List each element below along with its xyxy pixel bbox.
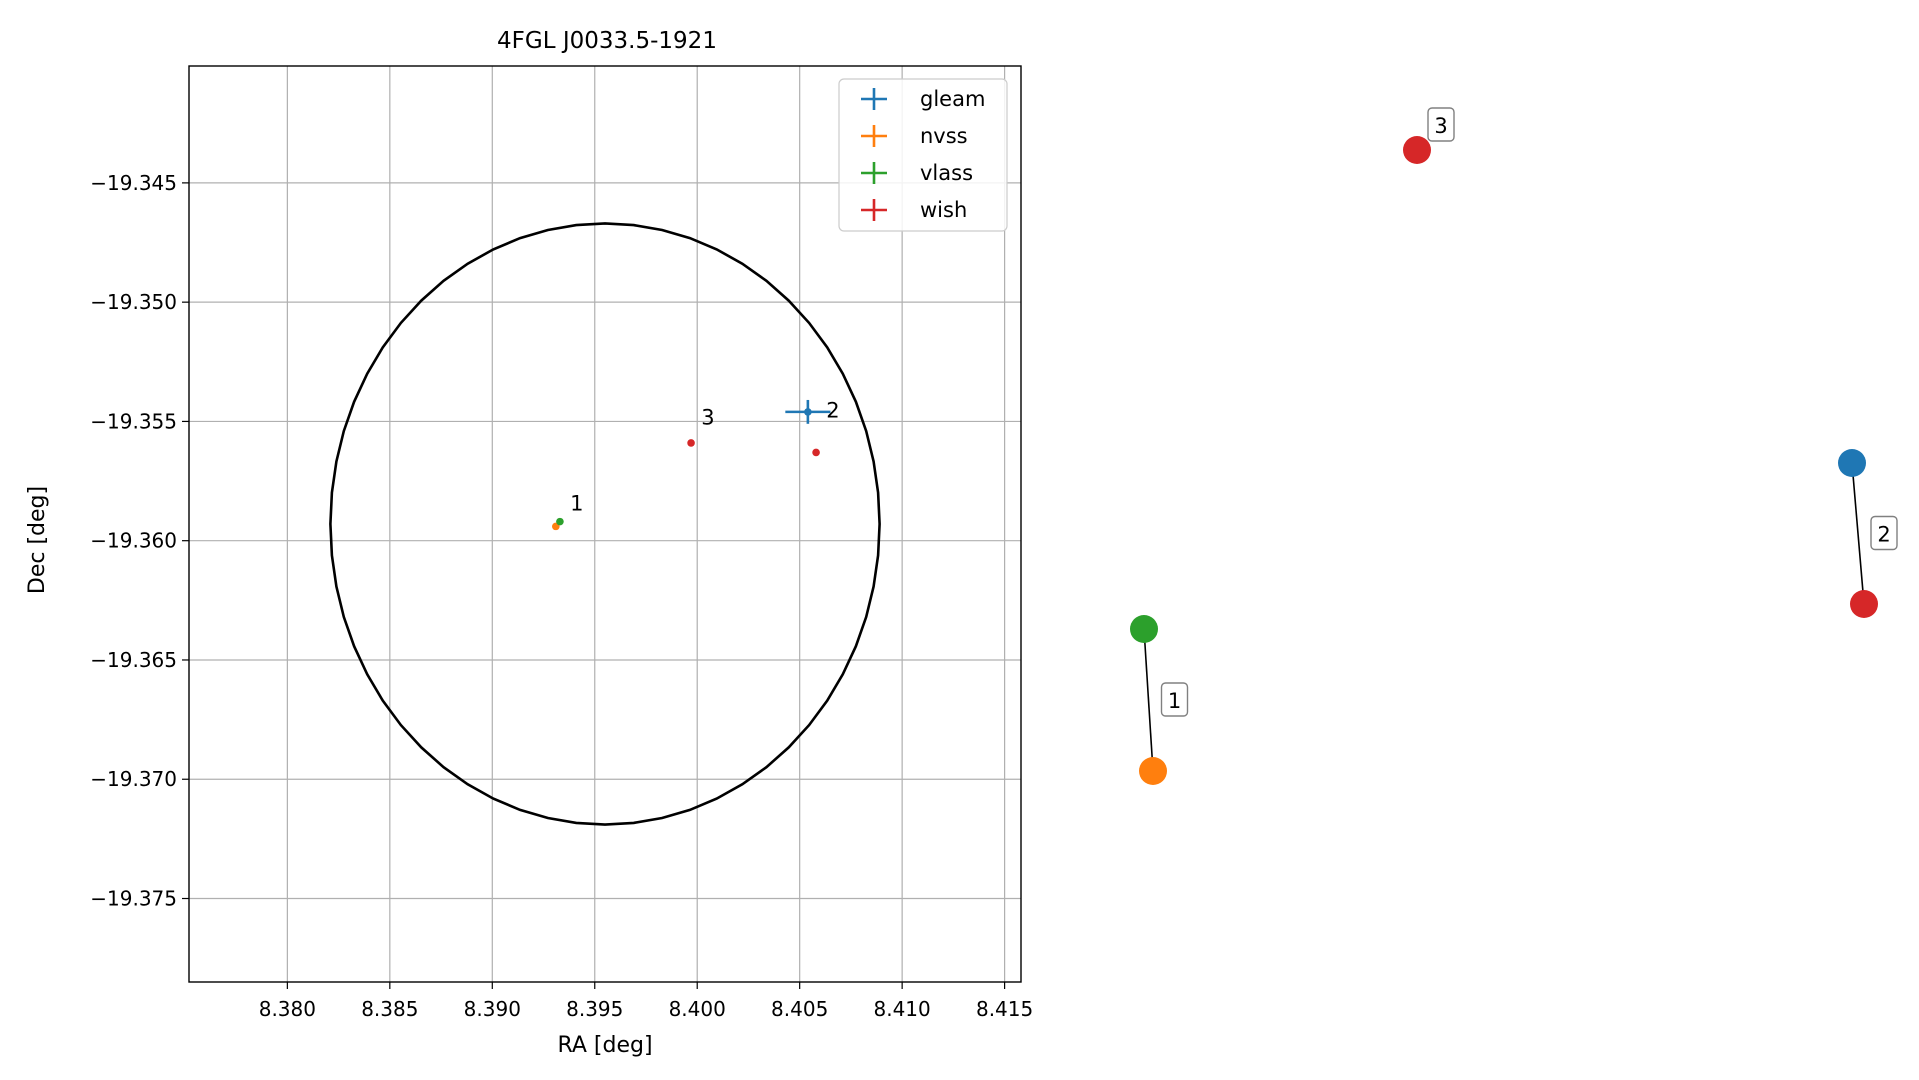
legend-label: gleam [920, 87, 985, 111]
x-tick-label: 8.380 [259, 997, 316, 1021]
y-tick-label: −19.365 [90, 648, 177, 672]
x-tick-label: 8.400 [669, 997, 726, 1021]
axes-frame [188, 65, 1022, 983]
edge-label: 2 [1870, 515, 1898, 551]
chart-title: 4FGL J0033.5-1921 [497, 28, 717, 54]
y-tick-label: −19.360 [90, 529, 177, 553]
x-tick-label: 8.415 [976, 997, 1033, 1021]
point-annotation: 1 [570, 491, 583, 515]
edge-label-box [1427, 107, 1455, 142]
network-node-gleam [1838, 449, 1866, 477]
network-graph: 1 2 3 [1130, 107, 1898, 785]
x-axis-label: RA [deg] [557, 1033, 652, 1058]
legend: gleam nvss vlass wish [838, 78, 1008, 232]
data-points [552, 399, 831, 531]
edge-label-box [1870, 515, 1898, 551]
data-point-vlass [556, 517, 564, 526]
y-axis-label: Dec [deg] [25, 486, 50, 594]
network-labels: 1 2 3 [1160, 107, 1898, 717]
x-tick-label: 8.390 [464, 997, 521, 1021]
network-edges [1143, 462, 1865, 772]
x-tick-label: 8.395 [566, 997, 623, 1021]
network-node-wish-3 [1403, 136, 1431, 164]
y-tick-label: −19.355 [90, 409, 177, 433]
y-axis-ticks: −19.345 −19.350 −19.355 −19.360 −19.365 −19.3… [90, 171, 189, 911]
error-ellipse-outline [329, 222, 881, 826]
x-axis-ticks: 8.380 8.385 8.390 8.395 8.400 8.405 8.410 8.415 [259, 982, 1033, 1021]
legend-label: wish [920, 198, 967, 222]
point-annotation: 3 [701, 406, 714, 430]
legend-label: vlass [920, 161, 973, 185]
legend-label: nvss [920, 124, 968, 148]
y-tick-label: −19.350 [90, 290, 177, 314]
point-annotation: 2 [826, 398, 839, 422]
grid [189, 66, 1021, 982]
edge-label-text: 2 [1877, 523, 1890, 547]
annotations: 1 2 3 [570, 398, 840, 515]
scatter-plot: 4FGL J0033.5-1921 123 8.380 8.385 8.390 8.3… [25, 28, 1033, 1058]
x-tick-label: 8.385 [361, 997, 418, 1021]
y-tick-label: −19.345 [90, 171, 177, 195]
y-tick-label: −19.375 [90, 887, 177, 911]
edge-label-text: 3 [1434, 114, 1447, 138]
network-edge [1851, 462, 1865, 605]
network-nodes [1130, 136, 1878, 785]
network-node-wish-2 [1850, 590, 1878, 618]
legend-items: gleam nvss vlass wish [861, 87, 985, 222]
edge-label: 3 [1427, 107, 1455, 142]
data-point-wish [687, 439, 695, 447]
data-point-wish [812, 448, 820, 457]
network-edge [1143, 628, 1154, 772]
edge-label: 1 [1160, 682, 1189, 717]
x-tick-label: 8.410 [874, 997, 931, 1021]
data-point-gleam [804, 408, 812, 416]
y-tick-label: −19.370 [90, 767, 177, 791]
error-ellipse [329, 222, 881, 826]
x-tick-label: 8.405 [771, 997, 828, 1021]
legend-box [838, 78, 1008, 232]
edge-label-text: 1 [1168, 689, 1181, 713]
network-node-vlass [1130, 615, 1158, 643]
edge-label-box [1160, 682, 1189, 717]
network-node-nvss [1139, 757, 1167, 785]
